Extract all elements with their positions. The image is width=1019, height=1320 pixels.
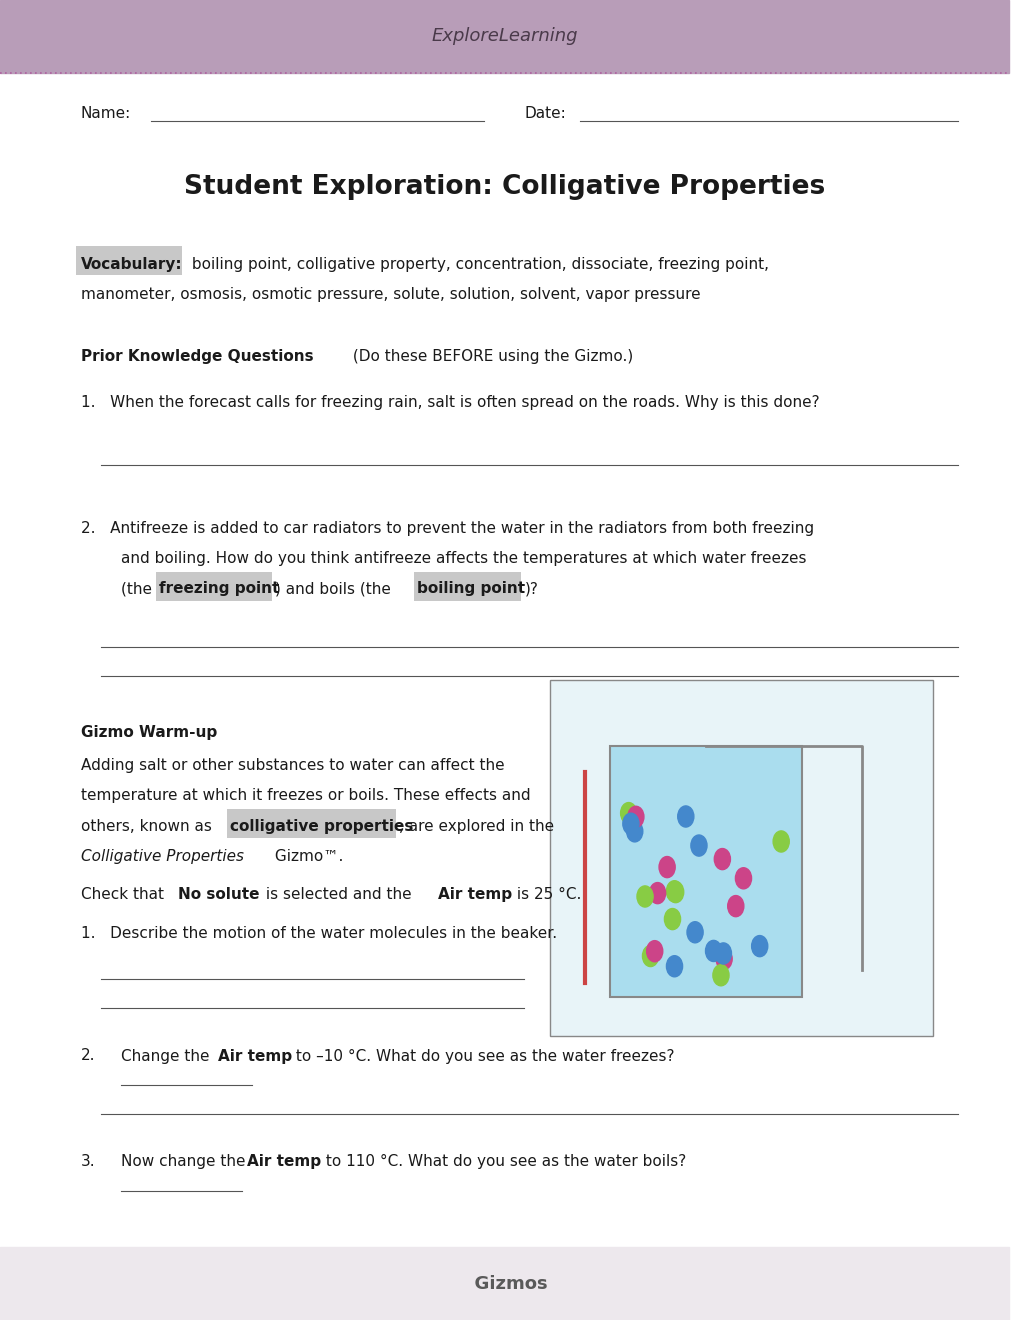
Text: 1.   When the forecast calls for freezing rain, salt is often spread on the road: 1. When the forecast calls for freezing … — [81, 395, 818, 411]
Text: Colligative Properties: Colligative Properties — [81, 849, 244, 865]
FancyBboxPatch shape — [549, 680, 932, 1036]
Circle shape — [642, 945, 658, 966]
Text: is selected and the: is selected and the — [261, 887, 417, 903]
Circle shape — [665, 956, 682, 977]
Text: Air temp: Air temp — [218, 1048, 291, 1064]
Circle shape — [636, 886, 652, 907]
Circle shape — [715, 948, 732, 969]
Circle shape — [735, 867, 751, 888]
FancyBboxPatch shape — [609, 746, 801, 997]
Text: boiling point: boiling point — [416, 581, 524, 597]
Circle shape — [663, 908, 680, 929]
Text: to 110 °C. What do you see as the water boils?: to 110 °C. What do you see as the water … — [320, 1154, 686, 1170]
Circle shape — [713, 849, 730, 870]
Text: Date:: Date: — [524, 107, 566, 121]
Bar — [0, 1247, 1008, 1320]
Circle shape — [627, 807, 643, 828]
Text: Student Exploration: Colligative Properties: Student Exploration: Colligative Propert… — [183, 174, 824, 201]
Circle shape — [677, 807, 693, 828]
Text: Gizmo Warm-up: Gizmo Warm-up — [81, 725, 217, 741]
Text: manometer, osmosis, osmotic pressure, solute, solution, solvent, vapor pressure: manometer, osmosis, osmotic pressure, so… — [81, 286, 700, 302]
Text: Gizmos: Gizmos — [461, 1275, 546, 1292]
Circle shape — [626, 821, 642, 842]
Text: temperature at which it freezes or boils. These effects and: temperature at which it freezes or boils… — [81, 788, 530, 804]
Text: , are explored in the: , are explored in the — [399, 818, 554, 834]
Bar — [0, 0, 1008, 73]
Text: (Do these BEFORE using the Gizmo.): (Do these BEFORE using the Gizmo.) — [347, 348, 633, 364]
FancyBboxPatch shape — [413, 572, 521, 601]
Text: Adding salt or other substances to water can affect the: Adding salt or other substances to water… — [81, 758, 503, 774]
Circle shape — [772, 830, 789, 851]
Circle shape — [687, 921, 702, 942]
Text: 1.   Describe the motion of the water molecules in the beaker.: 1. Describe the motion of the water mole… — [81, 925, 556, 941]
Text: 3.: 3. — [81, 1154, 95, 1170]
Text: and boiling. How do you think antifreeze affects the temperatures at which water: and boiling. How do you think antifreeze… — [121, 550, 806, 566]
Text: 2.: 2. — [81, 1048, 95, 1064]
Text: Gizmo™.: Gizmo™. — [270, 849, 343, 865]
Circle shape — [727, 895, 743, 916]
Circle shape — [658, 857, 675, 878]
Text: others, known as: others, known as — [81, 818, 216, 834]
Text: Check that: Check that — [81, 887, 168, 903]
Text: (the: (the — [121, 581, 157, 597]
Circle shape — [620, 803, 636, 824]
Circle shape — [649, 883, 665, 904]
Circle shape — [623, 813, 638, 834]
Text: freezing point: freezing point — [159, 581, 279, 597]
Text: Change the: Change the — [121, 1048, 214, 1064]
Text: to –10 °C. What do you see as the water freezes?: to –10 °C. What do you see as the water … — [291, 1048, 675, 1064]
Circle shape — [646, 941, 662, 962]
Circle shape — [705, 940, 721, 961]
Text: )?: )? — [524, 581, 538, 597]
Text: Air temp: Air temp — [437, 887, 512, 903]
Text: boiling point, colligative property, concentration, dissociate, freezing point,: boiling point, colligative property, con… — [186, 256, 768, 272]
Circle shape — [666, 882, 683, 903]
Circle shape — [714, 942, 731, 964]
Circle shape — [690, 836, 706, 857]
Text: No solute: No solute — [177, 887, 259, 903]
Text: Vocabulary:: Vocabulary: — [81, 256, 182, 272]
FancyBboxPatch shape — [75, 246, 181, 275]
Circle shape — [712, 965, 729, 986]
Text: Air temp: Air temp — [247, 1154, 321, 1170]
Text: Now change the: Now change the — [121, 1154, 251, 1170]
Text: Name:: Name: — [81, 107, 130, 121]
Text: 2.   Antifreeze is added to car radiators to prevent the water in the radiators : 2. Antifreeze is added to car radiators … — [81, 520, 813, 536]
Text: Prior Knowledge Questions: Prior Knowledge Questions — [81, 348, 313, 364]
Text: colligative properties: colligative properties — [229, 818, 413, 834]
Circle shape — [751, 936, 767, 957]
Text: ExploreLearning: ExploreLearning — [431, 28, 577, 45]
FancyBboxPatch shape — [226, 809, 396, 838]
Text: ) and boils (the: ) and boils (the — [275, 581, 395, 597]
FancyBboxPatch shape — [156, 572, 272, 601]
Circle shape — [665, 880, 682, 902]
Text: is 25 °C.: is 25 °C. — [512, 887, 581, 903]
